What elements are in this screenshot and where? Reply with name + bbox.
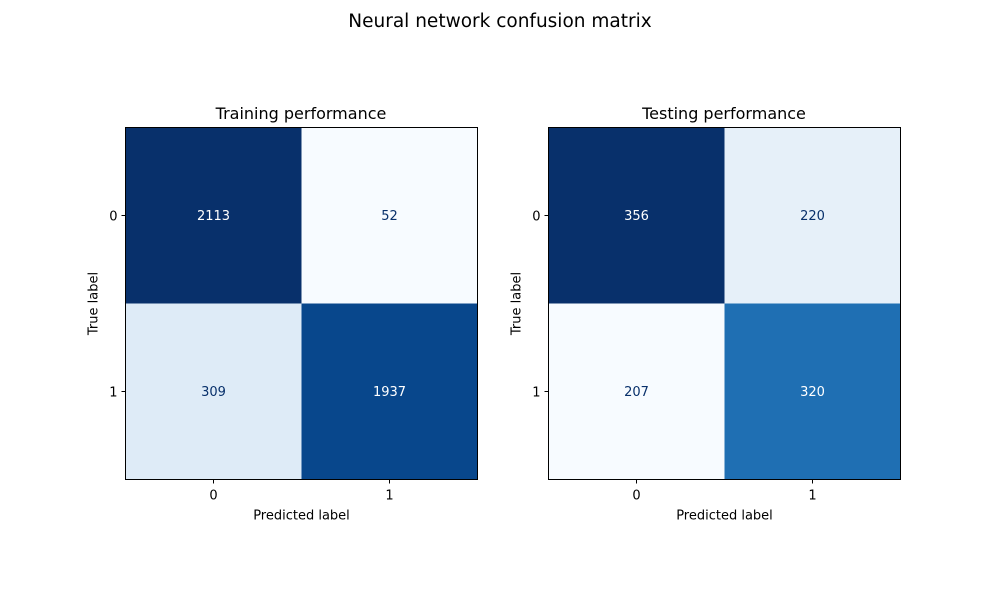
testing-axes-frame xyxy=(548,127,901,480)
testing-ylabel: True label xyxy=(510,272,525,336)
testing-cells: 356 220 207 320 xyxy=(548,127,901,480)
training-panel-title: Training performance xyxy=(215,104,387,123)
training-ytick-label-0: 0 xyxy=(109,210,117,225)
testing-cell-0-1 xyxy=(724,127,901,304)
testing-panel: Testing performance 356 220 207 320 0 1 0 1… xyxy=(510,104,901,524)
testing-xtick-label-1: 1 xyxy=(808,489,816,504)
training-cell-1-1 xyxy=(301,303,478,480)
figure-title: Neural network confusion matrix xyxy=(348,11,651,32)
training-cells: 2113 52 309 1937 xyxy=(125,127,478,480)
testing-cell-0-0 xyxy=(548,127,725,304)
testing-xtick-label-0: 0 xyxy=(632,489,640,504)
training-cell-1-0 xyxy=(125,303,302,480)
testing-ytick-label-0: 0 xyxy=(532,210,540,225)
testing-ticks: 0 1 0 1 xyxy=(532,210,816,504)
testing-ytick-label-1: 1 xyxy=(532,386,540,401)
training-cell-0-1 xyxy=(301,127,478,304)
training-panel: Training performance 2113 52 309 1937 0 1 0… xyxy=(87,104,478,524)
testing-cell-value-1-0: 207 xyxy=(624,385,649,400)
training-xlabel: Predicted label xyxy=(253,509,350,524)
training-ytick-label-1: 1 xyxy=(109,386,117,401)
training-xtick-label-0: 0 xyxy=(209,489,217,504)
testing-cell-1-1 xyxy=(724,303,901,480)
training-cell-0-0 xyxy=(125,127,302,304)
training-cell-value-1-1: 1937 xyxy=(373,385,406,400)
testing-panel-title: Testing performance xyxy=(641,104,806,123)
training-cell-value-1-0: 309 xyxy=(201,385,226,400)
testing-cell-value-1-1: 320 xyxy=(800,385,825,400)
training-cell-value-0-1: 52 xyxy=(381,209,398,224)
training-ticks: 0 1 0 1 xyxy=(109,210,393,504)
training-axes-frame xyxy=(125,127,478,480)
testing-cell-value-0-1: 220 xyxy=(800,209,825,224)
testing-cell-value-0-0: 356 xyxy=(624,209,649,224)
testing-cell-1-0 xyxy=(548,303,725,480)
training-ylabel: True label xyxy=(87,272,102,336)
testing-xlabel: Predicted label xyxy=(676,509,773,524)
training-xtick-label-1: 1 xyxy=(385,489,393,504)
training-cell-value-0-0: 2113 xyxy=(197,209,230,224)
